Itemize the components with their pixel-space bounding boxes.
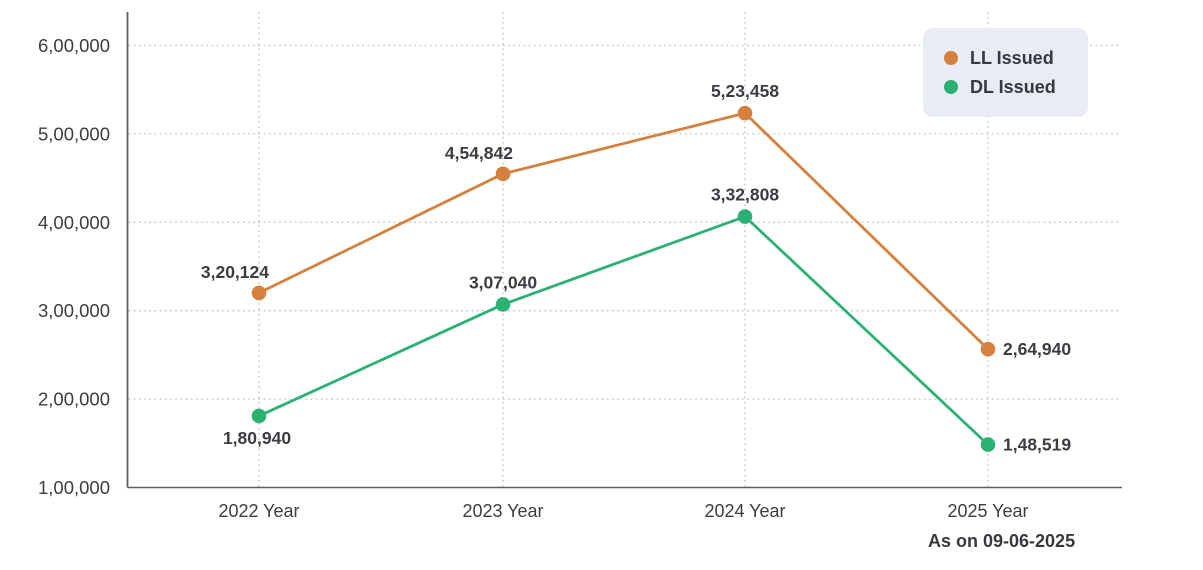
data-label: 3,20,124 [201,262,269,282]
data-point-dl-issued [251,408,267,424]
x-axis-tick-labels: 2022 Year 2023 Year 2024 Year 2025 Year [218,501,1028,521]
data-label: 4,54,842 [445,143,513,163]
footnote: As on 09-06-2025 [928,531,1076,551]
legend-item-dl-issued[interactable]: DL Issued [944,78,1074,96]
data-label: 2,64,940 [1003,339,1071,359]
data-point-ll-issued [495,166,511,182]
legend-swatch-icon [944,80,958,94]
data-point-dl-issued [980,437,996,452]
y-tick-label: 2,00,000 [38,389,110,410]
series-ll-issued: 3,20,124 4,54,842 5,23,458 2,64,940 [201,81,1072,359]
data-point-ll-issued [737,105,753,121]
y-tick-label: 1,00,000 [38,477,110,498]
y-axis-tick-labels: 6,00,000 5,00,000 4,00,000 3,00,000 2,00,000… [38,35,110,498]
x-tick-label: 2023 Year [462,501,543,521]
series-line-dl-issued [258,214,989,446]
x-tick-label: 2022 Year [218,501,299,521]
data-label: 5,23,458 [711,81,779,101]
data-label: 1,80,940 [223,428,291,448]
legend-swatch-icon [944,51,958,65]
axes [126,12,1122,489]
y-tick-label: 3,00,000 [38,300,110,321]
data-label: 1,48,519 [1003,435,1071,455]
data-point-dl-issued [737,209,753,224]
data-point-ll-issued [251,285,267,301]
series-dl-issued: 1,80,940 3,07,040 3,32,808 1,48,519 [223,185,1071,455]
legend-item-label: LL Issued [970,48,1054,68]
data-label: 3,07,040 [469,272,537,292]
legend-item-ll-issued[interactable]: LL Issued [944,49,1074,67]
y-tick-label: 4,00,000 [38,212,110,233]
legend-item-label: DL Issued [970,77,1056,97]
x-tick-label: 2024 Year [704,501,785,521]
chart-legend: LL Issued DL Issued [923,28,1088,117]
data-point-dl-issued [495,297,511,312]
y-tick-label: 6,00,000 [38,35,110,56]
y-tick-label: 5,00,000 [38,123,110,144]
data-label: 3,32,808 [711,185,779,205]
series-line-ll-issued [258,111,989,351]
data-point-ll-issued [980,341,996,357]
x-tick-label: 2025 Year [947,501,1028,521]
